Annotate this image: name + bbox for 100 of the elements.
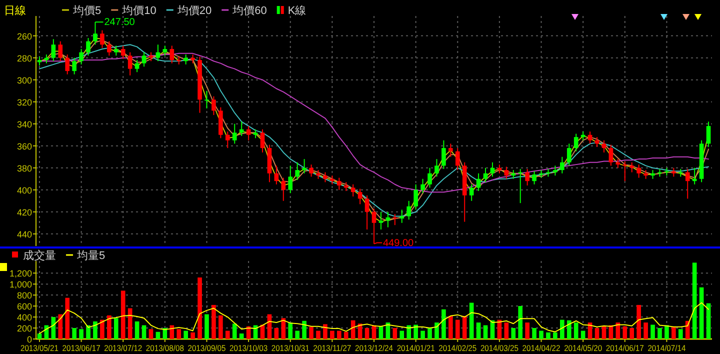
candlestick xyxy=(608,144,614,166)
bar xyxy=(658,328,662,339)
candlestick xyxy=(128,52,132,76)
candlestick xyxy=(378,211,384,230)
y-tick-label: 800 xyxy=(16,290,32,301)
candlestick xyxy=(204,90,209,109)
bar xyxy=(350,320,356,339)
y-tick-label: 0 xyxy=(26,334,32,344)
candlestick xyxy=(100,30,104,48)
y-tick-label: 400 xyxy=(16,312,32,323)
candlestick xyxy=(532,170,536,185)
candlestick xyxy=(364,194,370,230)
candlestick xyxy=(442,140,446,170)
candlestick xyxy=(288,165,293,194)
bar xyxy=(198,277,202,339)
bar xyxy=(685,320,690,339)
candlestick xyxy=(79,48,84,65)
candlestick xyxy=(566,143,572,166)
bar xyxy=(79,329,84,339)
candlestick xyxy=(323,172,328,183)
bar xyxy=(176,329,182,339)
candlestick xyxy=(51,38,56,62)
candlestick xyxy=(156,44,160,62)
bar xyxy=(295,330,300,339)
candlestick xyxy=(142,52,146,68)
candlestick xyxy=(58,40,63,62)
y-tick-label: 360 xyxy=(16,141,32,152)
bar xyxy=(239,334,244,339)
legend-label: 均價20 xyxy=(176,5,212,17)
y-tick-label: 1,000 xyxy=(9,280,32,290)
candlestick xyxy=(469,184,474,202)
x-tick-label: 2014/07/14 xyxy=(648,343,690,353)
bar xyxy=(518,306,523,339)
candlestick xyxy=(428,167,432,188)
bar xyxy=(58,314,63,339)
bar xyxy=(428,328,432,339)
legend-label: 成交量 xyxy=(23,249,56,262)
bar xyxy=(93,321,98,339)
candlestick xyxy=(225,131,230,149)
legend-label: K線 xyxy=(288,5,306,17)
bar xyxy=(274,328,279,339)
bar xyxy=(107,315,112,339)
bar xyxy=(218,315,223,339)
y-tick-label: 260 xyxy=(16,31,32,42)
y-tick-label: 1,200 xyxy=(9,268,32,279)
bar xyxy=(434,322,439,339)
bar xyxy=(364,328,370,339)
bar xyxy=(37,334,42,339)
candlestick xyxy=(309,164,314,178)
candlestick xyxy=(490,162,495,178)
y-tick-label: 280 xyxy=(16,53,32,64)
bar xyxy=(560,320,564,339)
x-tick-label: 2013/12/24 xyxy=(355,343,398,353)
candlestick xyxy=(630,162,634,173)
annotation: 247.50 xyxy=(104,17,136,28)
bar xyxy=(100,320,104,339)
bar xyxy=(630,328,634,339)
candlestick xyxy=(539,170,544,178)
y-tick-label: 400 xyxy=(16,185,32,196)
candlestick xyxy=(107,40,112,56)
legend-label: 均價60 xyxy=(232,5,267,17)
candlestick xyxy=(350,184,356,197)
bar xyxy=(699,287,704,339)
bar xyxy=(546,332,550,339)
line-series xyxy=(38,302,710,334)
bar xyxy=(566,320,572,339)
bar xyxy=(114,318,118,339)
bar xyxy=(148,329,154,339)
candlestick xyxy=(560,156,564,174)
x-tick-label: 2013/07/12 xyxy=(104,343,147,353)
bar xyxy=(622,326,628,339)
bar xyxy=(706,303,711,339)
bar xyxy=(344,332,348,339)
bar xyxy=(302,320,306,339)
x-tick-label: 2014/06/17 xyxy=(606,343,648,353)
bar xyxy=(86,325,90,339)
bar xyxy=(309,326,314,339)
bar xyxy=(134,321,140,339)
x-tick-label: 2013/05/21 xyxy=(20,343,64,353)
bar xyxy=(420,330,425,339)
candlestick xyxy=(274,165,279,185)
bar xyxy=(511,328,516,339)
bar xyxy=(692,262,697,339)
candlestick xyxy=(65,54,70,75)
bar xyxy=(190,332,195,339)
candlestick xyxy=(184,54,188,65)
candlestick xyxy=(483,167,488,183)
bar xyxy=(525,322,530,339)
bar xyxy=(602,326,606,339)
bar xyxy=(232,324,237,339)
bar xyxy=(316,330,320,339)
legend-label: 均價10 xyxy=(121,5,156,17)
x-tick-label: 2014/02/25 xyxy=(438,343,482,353)
candlestick xyxy=(455,148,460,171)
candlestick xyxy=(553,165,558,176)
bar xyxy=(455,320,460,339)
candlestick xyxy=(176,56,182,65)
legend-label: 均價5 xyxy=(72,5,102,17)
candlestick xyxy=(406,200,412,220)
bar xyxy=(448,316,453,339)
